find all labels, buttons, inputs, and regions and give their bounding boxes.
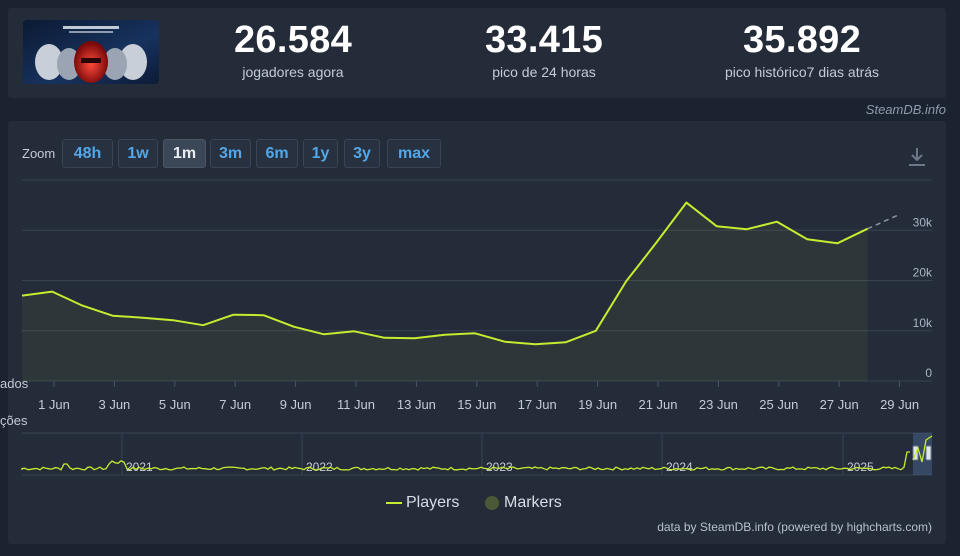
peak-24h-stat: 33.415 pico de 24 horas: [454, 18, 634, 80]
peak-24h-value: 33.415: [484, 19, 604, 61]
x-tick-label: 23 Jun: [699, 397, 738, 412]
x-tick-label: 15 Jun: [457, 397, 496, 412]
legend-players[interactable]: Players: [386, 494, 459, 512]
y-tick-label: 10k: [913, 316, 933, 330]
x-tick-label: 5 Jun: [159, 397, 191, 412]
clipped-label: ções: [0, 413, 28, 428]
navigator-line: [21, 451, 910, 471]
legend-players-label: Players: [406, 494, 460, 511]
all-time-peak-label: pico histórico7 dias atrás: [724, 64, 880, 80]
navigator-year-label: 2022: [306, 460, 333, 474]
navigator-selection: [913, 433, 932, 475]
x-tick-label: 17 Jun: [518, 397, 557, 412]
current-players-value: 26.584: [233, 19, 353, 61]
x-tick-label: 25 Jun: [759, 397, 798, 412]
players-area: [22, 202, 868, 381]
players-line: [21, 201, 869, 346]
legend-marker-icon: [485, 495, 499, 510]
peak-24h-label: pico de 24 horas: [492, 64, 596, 80]
x-tick-label: 9 Jun: [280, 397, 312, 412]
x-tick-label: 13 Jun: [397, 397, 436, 412]
players-incomplete-line: [867, 214, 899, 230]
navigator-year-label: 2024: [666, 460, 693, 474]
steamdb-credit[interactable]: SteamDB.info: [865, 102, 946, 117]
x-tick-label: 27 Jun: [820, 397, 859, 412]
x-tick-label: 1 Jun: [38, 397, 70, 412]
x-tick-label: 21 Jun: [638, 397, 677, 412]
all-time-peak-stat: 35.892 pico histórico7 dias atrás: [702, 18, 902, 80]
x-tick-label: 3 Jun: [98, 397, 130, 412]
all-time-peak-value: 35.892: [742, 19, 862, 61]
legend-markers-label: Markers: [504, 494, 562, 511]
chart-panel: [8, 121, 946, 544]
zoom-6m-button[interactable]: 6m: [256, 139, 298, 168]
x-tick-label: 11 Jun: [337, 397, 375, 412]
zoom-3m-button[interactable]: 3m: [210, 139, 251, 168]
x-tick-label: 7 Jun: [219, 397, 251, 412]
navigator-year-label: 2025: [847, 460, 874, 474]
stats-panel: 26.584 jogadores agora 33.415 pico de 24…: [8, 8, 946, 98]
x-tick-label: 19 Jun: [578, 397, 617, 412]
navigator-selected-line: [912, 435, 933, 463]
current-players-stat: 26.584 jogadores agora: [203, 18, 383, 80]
y-tick-label: 30k: [913, 215, 933, 229]
download-icon[interactable]: [906, 146, 928, 168]
navigator-handle-right: [925, 445, 932, 461]
game-cover-image[interactable]: [23, 20, 159, 84]
clipped-label: ados: [0, 376, 29, 391]
navigator-year-label: 2023: [486, 460, 513, 474]
zoom-1m-button[interactable]: 1m: [163, 139, 206, 168]
x-tick-label: 29 Jun: [880, 397, 919, 412]
y-tick-label: 20k: [913, 266, 933, 280]
zoom-1w-button[interactable]: 1w: [118, 139, 158, 168]
y-tick-label: 0: [925, 366, 932, 380]
legend-line-icon: [386, 501, 402, 504]
zoom-48h-button[interactable]: 48h: [62, 139, 113, 168]
highcharts-credit[interactable]: data by SteamDB.info (powered by highcha…: [657, 520, 932, 534]
zoom-3y-button[interactable]: 3y: [344, 139, 380, 168]
zoom-1y-button[interactable]: 1y: [303, 139, 338, 168]
zoom-label: Zoom: [22, 146, 56, 161]
zoom-max-button[interactable]: max: [387, 139, 441, 168]
current-players-label: jogadores agora: [242, 64, 344, 80]
legend-markers[interactable]: Markers: [484, 494, 562, 512]
